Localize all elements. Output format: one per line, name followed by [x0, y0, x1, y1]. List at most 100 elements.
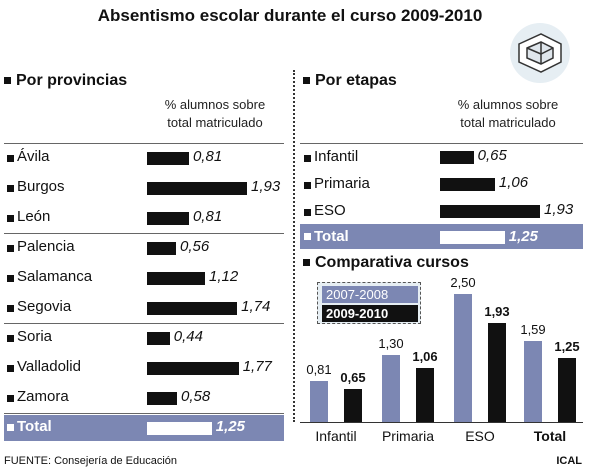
- etapas-heading: Por etapas: [303, 72, 397, 90]
- comp-bar-1-0: [382, 355, 400, 422]
- value-label-7: 1,77: [242, 358, 272, 375]
- comparativa-legend: 2007-2008 2009-2010: [317, 282, 421, 324]
- value-label-0: 0,81: [192, 148, 223, 165]
- bar-2: [147, 212, 189, 225]
- provincias-subtitle: % alumnos sobre total matriculado: [164, 97, 266, 130]
- comp-value-0-1: 0,65: [340, 369, 366, 385]
- bullet-square-icon: [7, 365, 14, 372]
- bullet-square-icon: [304, 155, 311, 162]
- comp-value-3-1: 1,25: [554, 339, 580, 354]
- comp-value-3-0: 1,59: [520, 321, 546, 337]
- etapa-value-2: 1,93: [544, 201, 574, 218]
- total-band: [4, 415, 284, 441]
- bar-4: [147, 272, 206, 285]
- total-bullet-icon: [7, 424, 14, 431]
- page-title: Absentismo escolar durante el curso 2009…: [97, 6, 483, 25]
- value-label-3: 0,56: [180, 238, 210, 255]
- comp-value-1-1: 1,06: [412, 348, 438, 364]
- baseline: [300, 422, 583, 423]
- comp-bar-0-0: [310, 380, 328, 422]
- divider: [4, 413, 284, 414]
- value-label-5: 1,74: [241, 298, 271, 315]
- value-label-6: 0,44: [173, 328, 203, 345]
- comp-bar-3-0: [524, 340, 542, 422]
- comp-category-1: Primaria: [381, 428, 435, 444]
- etapa-label-0: Infantil: [314, 148, 359, 165]
- etapa-value-0: 0,65: [477, 147, 507, 164]
- bullet-square-icon: [303, 259, 310, 267]
- bar-6: [147, 332, 170, 345]
- value-label-8: 0,58: [181, 388, 211, 405]
- row-label-0: Ávila: [17, 148, 50, 165]
- comp-bar-1-1: [416, 367, 434, 422]
- bullet-square-icon: [304, 182, 311, 189]
- comp-category-0: Infantil: [315, 428, 357, 444]
- comp-value-2-0: 2,50: [450, 275, 476, 290]
- bullet-square-icon: [4, 77, 11, 85]
- row-label-2: León: [17, 208, 51, 225]
- comp-category-2: ESO: [465, 428, 495, 444]
- etapa-label-2: ESO: [314, 202, 346, 219]
- etapa-bar-0: [440, 151, 474, 164]
- bullet-square-icon: [7, 245, 14, 252]
- etapa-total-label: Total: [314, 228, 349, 245]
- bullet-square-icon: [303, 77, 310, 85]
- row-label-3: Palencia: [17, 238, 75, 255]
- bullet-square-icon: [7, 215, 14, 222]
- row-label-6: Soria: [17, 328, 53, 345]
- bar-8: [147, 392, 178, 405]
- bar-7: [147, 362, 239, 375]
- divider: [4, 233, 284, 234]
- provincias-heading: Por provincias: [4, 72, 127, 90]
- bar-5: [147, 302, 238, 315]
- bullet-square-icon: [304, 209, 311, 216]
- divider: [4, 143, 284, 144]
- etapa-value-1: 1,06: [498, 174, 529, 191]
- value-label-1: 1,93: [251, 178, 281, 195]
- total-value: 1,25: [215, 418, 245, 435]
- row-label-5: Segovia: [17, 298, 72, 315]
- etapa-bar-2: [440, 205, 540, 218]
- comp-category-3: Total: [533, 428, 567, 444]
- total-bar: [147, 422, 212, 435]
- comp-bar-3-1: [558, 358, 576, 422]
- etapas-subtitle: % alumnos sobre total matriculado: [457, 97, 559, 130]
- comp-bar-0-1: [344, 388, 362, 422]
- comp-value-0-0: 0,81: [306, 361, 332, 377]
- bullet-square-icon: [7, 395, 14, 402]
- bar-3: [147, 242, 176, 255]
- junta-logo-icon: [510, 23, 570, 83]
- bullet-square-icon: [7, 185, 14, 192]
- value-label-4: 1,12: [209, 268, 239, 285]
- divider: [4, 323, 284, 324]
- legend-item-2007-2008: 2007-2008: [322, 286, 418, 303]
- row-label-8: Zamora: [17, 388, 69, 405]
- bullet-square-icon: [7, 335, 14, 342]
- row-label-1: Burgos: [17, 178, 65, 195]
- row-label-7: Valladolid: [17, 358, 81, 375]
- etapa-bar-1: [440, 178, 495, 191]
- bar-1: [147, 182, 247, 195]
- value-label-2: 0,81: [192, 208, 223, 225]
- comp-value-2-1: 1,93: [484, 304, 510, 320]
- source-footer: FUENTE: Consejería de Educación: [4, 455, 178, 467]
- bullet-square-icon: [7, 155, 14, 162]
- bullet-square-icon: [7, 275, 14, 282]
- bar-0: [147, 152, 189, 165]
- comp-value-1-0: 1,30: [378, 336, 404, 352]
- etapa-total-value: 1,25: [508, 228, 538, 245]
- comp-bar-2-1: [488, 323, 506, 422]
- divider: [300, 143, 583, 144]
- comp-bar-2-0: [454, 294, 472, 422]
- etapa-total-bar: [440, 231, 505, 244]
- bullet-square-icon: [7, 305, 14, 312]
- row-label-4: Salamanca: [17, 268, 93, 285]
- comparativa-heading: Comparativa cursos: [303, 254, 469, 272]
- legend-item-2009-2010: 2009-2010: [322, 305, 418, 322]
- total-label: Total: [17, 418, 52, 435]
- total-bullet-icon: [304, 233, 311, 240]
- credit-label: ICAL: [556, 455, 582, 467]
- etapa-label-1: Primaria: [314, 175, 370, 192]
- section-divider: [293, 70, 295, 422]
